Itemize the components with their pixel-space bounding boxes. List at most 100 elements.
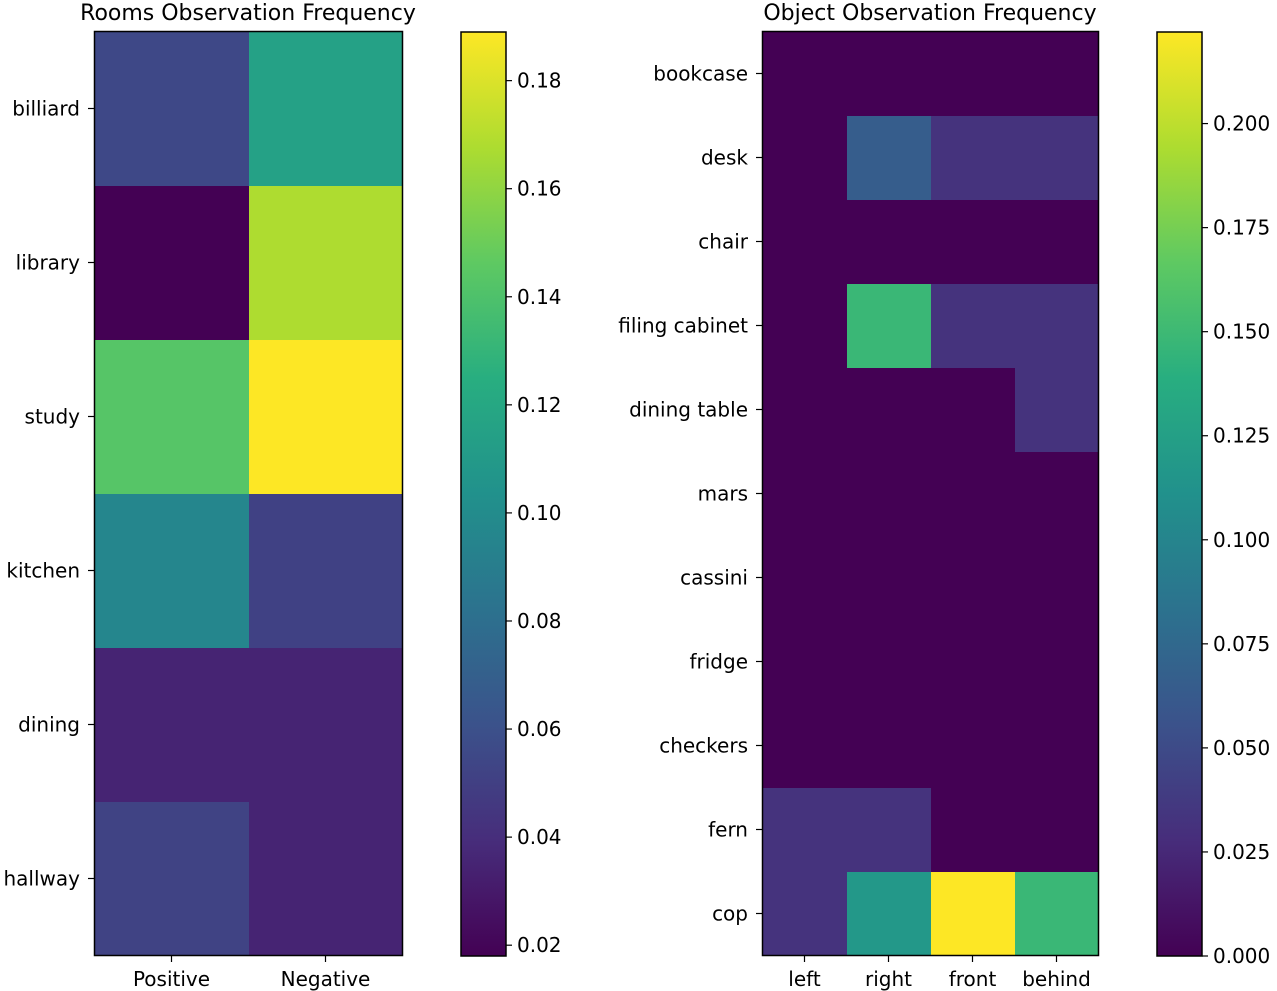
objects-y-tick-filing-cabinet: filing cabinet — [618, 314, 748, 338]
rooms-cell-dining-positive — [95, 648, 249, 802]
objects-colorbar-ticks: 0.000 0.025 0.050 0.075 0.100 0.125 0.150 0.175… — [1202, 112, 1270, 968]
objects-cell-filing-cabinet-left — [763, 284, 847, 368]
rooms-x-axis: Positive Negative — [133, 956, 370, 991]
objects-cell-cassini-left — [763, 536, 847, 620]
objects-colorbar-tick-label: 0.175 — [1213, 216, 1270, 240]
objects-cell-mars-left — [763, 452, 847, 536]
objects-colorbar-tick-label: 0.050 — [1213, 736, 1270, 760]
objects-cell-checkers-front — [931, 704, 1015, 788]
rooms-colorbar: 0.02 0.04 0.06 0.08 0.10 0.12 0.14 0.16 0.18 — [460, 31, 562, 957]
objects-cell-desk-front — [931, 116, 1015, 200]
objects-chart-title: Object Observation Frequency — [763, 1, 1096, 26]
objects-y-tick-mars: mars — [698, 482, 748, 506]
objects-cell-fern-behind — [1015, 788, 1099, 872]
rooms-cell-hallway-negative — [249, 802, 403, 956]
rooms-cell-library-positive — [95, 186, 249, 340]
objects-colorbar-tick-label: 0.100 — [1213, 528, 1270, 552]
rooms-y-tick-library: library — [16, 251, 81, 275]
rooms-x-tick-positive: Positive — [133, 967, 210, 991]
objects-cell-desk-right — [847, 116, 931, 200]
objects-cell-checkers-right — [847, 704, 931, 788]
objects-cell-cop-behind — [1015, 872, 1099, 956]
rooms-colorbar-tick-label: 0.08 — [517, 609, 562, 633]
objects-y-tick-fern: fern — [708, 818, 748, 842]
objects-cell-dining-table-front — [931, 368, 1015, 452]
objects-cell-filing-cabinet-behind — [1015, 284, 1099, 368]
rooms-cell-study-negative — [249, 340, 403, 494]
objects-y-tick-dining-table: dining table — [629, 398, 748, 422]
rooms-colorbar-tick-label: 0.18 — [517, 69, 562, 93]
objects-cell-cop-front — [931, 872, 1015, 956]
objects-cell-mars-behind — [1015, 452, 1099, 536]
objects-cell-fridge-right — [847, 620, 931, 704]
objects-x-tick-left: left — [788, 967, 821, 991]
rooms-cell-billiard-negative — [249, 32, 403, 186]
rooms-colorbar-tick-label: 0.10 — [517, 501, 562, 525]
objects-cell-bookcase-left — [763, 32, 847, 116]
objects-cell-fern-front — [931, 788, 1015, 872]
rooms-colorbar-frame — [460, 31, 507, 957]
rooms-colorbar-tick-label: 0.04 — [517, 825, 562, 849]
objects-y-tick-cop: cop — [712, 902, 748, 926]
rooms-y-tick-study: study — [25, 405, 81, 429]
rooms-heatmap-frame — [93, 30, 404, 957]
rooms-y-tick-hallway: hallway — [4, 867, 81, 891]
rooms-colorbar-tick-label: 0.14 — [517, 285, 562, 309]
objects-cell-fridge-behind — [1015, 620, 1099, 704]
objects-cell-dining-table-behind — [1015, 368, 1099, 452]
objects-colorbar-tick-label: 0.000 — [1213, 944, 1270, 968]
rooms-y-tick-dining: dining — [18, 713, 80, 737]
rooms-cell-kitchen-positive — [95, 494, 249, 648]
objects-heatmap-frame — [761, 30, 1100, 957]
rooms-x-tick-negative: Negative — [281, 967, 371, 991]
objects-cell-chair-behind — [1015, 200, 1099, 284]
rooms-heatmap-chart: Rooms Observation Frequency Positive Neg… — [4, 1, 562, 991]
objects-cell-mars-front — [931, 452, 1015, 536]
objects-colorbar-tick-label: 0.075 — [1213, 632, 1270, 656]
objects-colorbar: 0.000 0.025 0.050 0.075 0.100 0.125 0.150 0.175… — [1156, 31, 1270, 968]
objects-cell-bookcase-right — [847, 32, 931, 116]
rooms-y-axis: billiard library study kitchen dining ha… — [4, 97, 94, 891]
rooms-cell-dining-negative — [249, 648, 403, 802]
objects-y-axis: bookcase desk chair filing cabinet dinin… — [618, 62, 762, 926]
objects-cell-fridge-left — [763, 620, 847, 704]
objects-cell-bookcase-behind — [1015, 32, 1099, 116]
objects-cell-desk-left — [763, 116, 847, 200]
objects-x-tick-behind: behind — [1022, 967, 1091, 991]
objects-x-tick-right: right — [865, 967, 912, 991]
objects-heatmap-cells — [763, 32, 1099, 956]
rooms-colorbar-tick-label: 0.06 — [517, 717, 562, 741]
objects-cell-filing-cabinet-right — [847, 284, 931, 368]
objects-colorbar-tick-label: 0.200 — [1213, 112, 1270, 136]
rooms-colorbar-gradient — [461, 32, 506, 956]
objects-cell-fern-right — [847, 788, 931, 872]
objects-colorbar-tick-label: 0.125 — [1213, 424, 1270, 448]
rooms-cell-study-positive — [95, 340, 249, 494]
objects-heatmap-chart: Object Observation Frequency left right … — [618, 1, 1270, 991]
objects-cell-desk-behind — [1015, 116, 1099, 200]
rooms-y-tick-kitchen: kitchen — [6, 559, 80, 583]
rooms-colorbar-ticks: 0.02 0.04 0.06 0.08 0.10 0.12 0.14 0.16 0.18 — [506, 69, 562, 957]
objects-y-tick-desk: desk — [701, 146, 748, 170]
objects-cell-checkers-behind — [1015, 704, 1099, 788]
objects-cell-fern-left — [763, 788, 847, 872]
objects-cell-chair-front — [931, 200, 1015, 284]
rooms-chart-title: Rooms Observation Frequency — [80, 1, 416, 26]
objects-colorbar-gradient — [1157, 32, 1202, 956]
objects-cell-cassini-behind — [1015, 536, 1099, 620]
objects-y-tick-chair: chair — [698, 230, 748, 254]
objects-x-axis: left right front behind — [788, 956, 1091, 991]
objects-cell-cassini-front — [931, 536, 1015, 620]
objects-cell-mars-right — [847, 452, 931, 536]
objects-y-tick-checkers: checkers — [659, 734, 748, 758]
rooms-y-tick-billiard: billiard — [12, 97, 80, 121]
objects-colorbar-tick-label: 0.150 — [1213, 320, 1270, 344]
rooms-colorbar-tick-label: 0.12 — [517, 393, 562, 417]
objects-cell-cop-left — [763, 872, 847, 956]
rooms-cell-billiard-positive — [95, 32, 249, 186]
objects-cell-bookcase-front — [931, 32, 1015, 116]
objects-cell-filing-cabinet-front — [931, 284, 1015, 368]
objects-cell-checkers-left — [763, 704, 847, 788]
rooms-cell-kitchen-negative — [249, 494, 403, 648]
